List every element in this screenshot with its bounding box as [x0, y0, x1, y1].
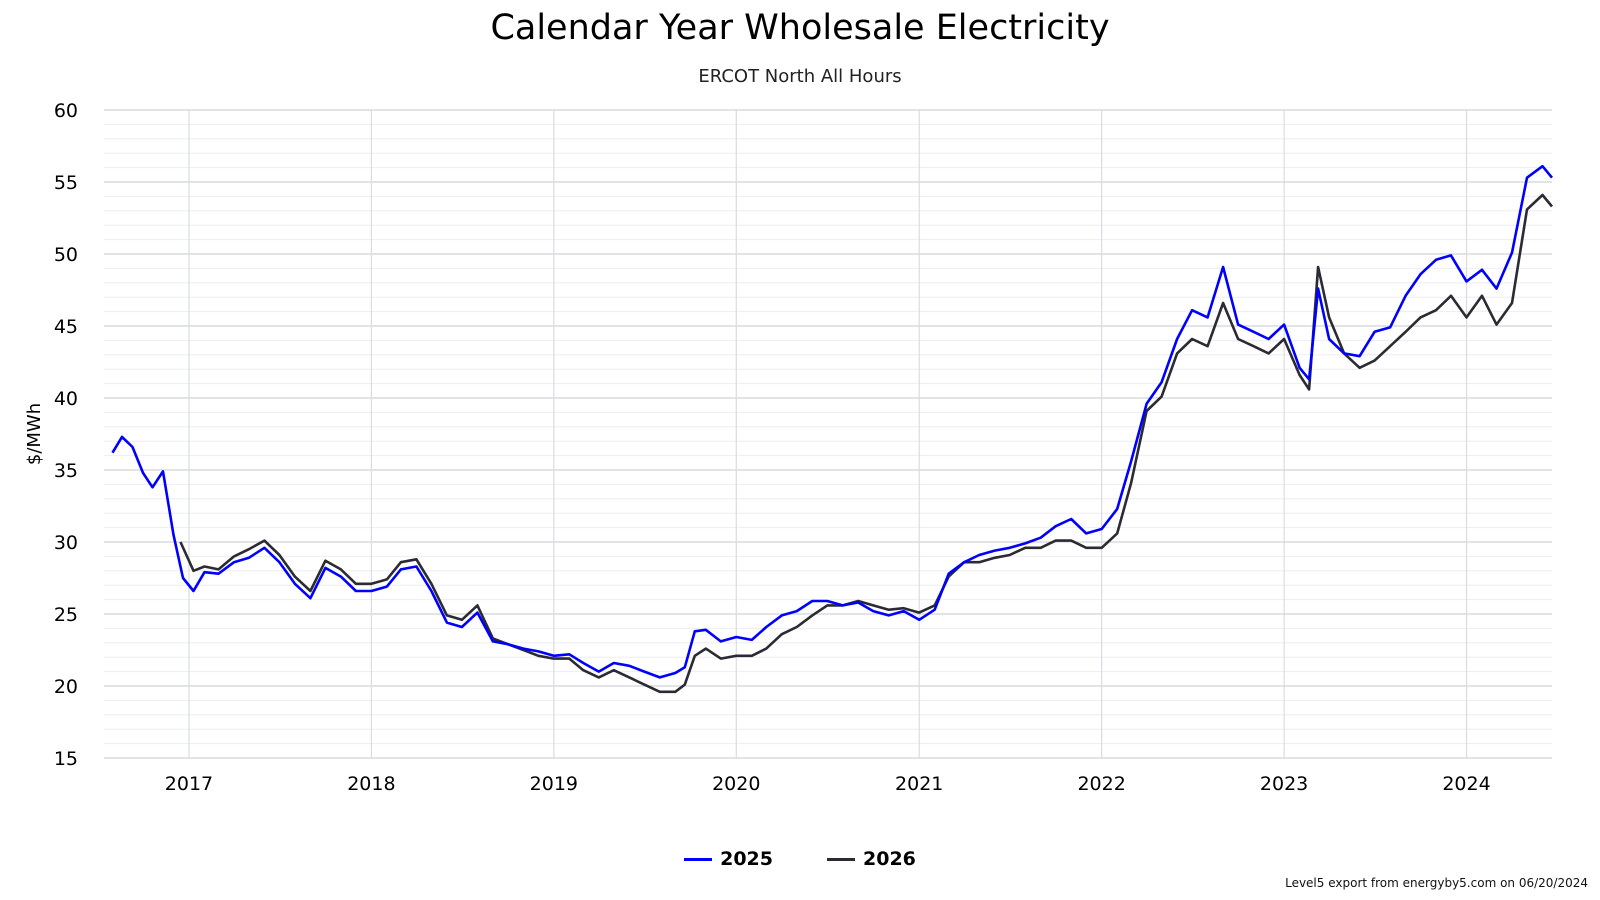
legend-label-2025: 2025 [720, 848, 773, 870]
x-tick-label: 2024 [1442, 773, 1490, 795]
y-tick-label: 60 [54, 100, 78, 122]
series-lines [111, 164, 1554, 694]
y-tick-label: 25 [54, 604, 78, 626]
chart-legend: 2025 2026 [0, 848, 1600, 870]
legend-swatch-2026 [827, 857, 855, 861]
y-tick-label: 15 [54, 748, 78, 770]
y-tick-label: 50 [54, 244, 78, 266]
x-tick-label: 2019 [530, 773, 578, 795]
major-gridlines [104, 109, 1552, 759]
y-tick-label: 40 [54, 388, 78, 410]
y-axis-label: $/MWh [24, 403, 45, 465]
minor-gridlines [104, 123, 1552, 745]
legend-item-2026[interactable]: 2026 [827, 848, 916, 870]
y-tick-label: 20 [54, 676, 78, 698]
x-tick-label: 2017 [165, 773, 213, 795]
x-tick-label: 2018 [347, 773, 395, 795]
chart-title: Calendar Year Wholesale Electricity [490, 8, 1110, 48]
x-tick-label: 2022 [1077, 773, 1125, 795]
y-tick-label: 30 [54, 532, 78, 554]
legend-swatch-2025 [684, 857, 713, 861]
y-tick-label: 55 [54, 172, 78, 194]
x-axis-ticks: 2017 2018 2019 2020 2021 2022 2023 2024 [165, 773, 1491, 795]
series-line-2026 [179, 193, 1554, 694]
chart-subtitle: ERCOT North All Hours [698, 66, 902, 87]
x-tick-label: 2020 [712, 773, 760, 795]
footer-credit: Level5 export from energyby5.com on 06/2… [1285, 876, 1588, 890]
y-axis-ticks: 15 20 25 30 35 40 45 50 55 60 [54, 100, 78, 770]
legend-label-2026: 2026 [863, 848, 916, 870]
vertical-gridlines [188, 110, 1468, 758]
legend-item-2025[interactable]: 2025 [684, 848, 773, 870]
x-tick-label: 2023 [1260, 773, 1308, 795]
series-line-2025 [111, 164, 1554, 679]
y-tick-label: 35 [54, 460, 78, 482]
x-tick-label: 2021 [895, 773, 943, 795]
y-tick-label: 45 [54, 316, 78, 338]
